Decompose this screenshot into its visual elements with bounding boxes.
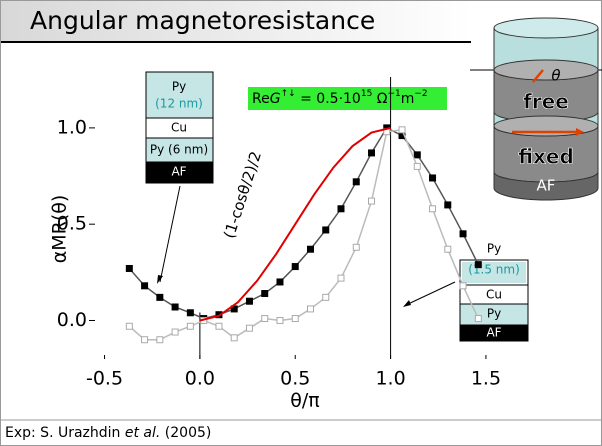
theta-label: θ (551, 67, 560, 85)
slide: Angular magnetoresistance θ free fixed A… (0, 0, 602, 446)
slide-title: Angular magnetoresistance (30, 6, 375, 35)
data-point (157, 294, 163, 300)
data-point (369, 150, 375, 156)
data-point (277, 317, 283, 323)
data-point (414, 163, 420, 169)
formula: ReG↑↓ = 0.5·1015 Ω−1m−2 (252, 89, 428, 108)
data-point (475, 262, 481, 268)
data-point (157, 337, 163, 343)
data-point (126, 265, 132, 271)
y-tick-label: 0.0 (57, 309, 87, 331)
layer-label: Py (172, 80, 186, 94)
data-point (292, 316, 298, 322)
data-point (430, 206, 436, 212)
x-axis-label: θ/π (290, 390, 319, 412)
data-point (399, 127, 405, 133)
data-point (142, 283, 148, 289)
data-point (262, 291, 268, 297)
x-tick-label: -0.5 (86, 368, 123, 390)
data-point (353, 244, 359, 250)
fixed-label: fixed (518, 145, 574, 169)
layer-label: Cu (171, 121, 187, 135)
layer-label: AF (486, 326, 501, 340)
layer-label: Py (6 nm) (150, 143, 208, 157)
layer-label: Cu (486, 288, 502, 302)
data-point (475, 316, 481, 322)
footer: Exp: S. Urazhdin et al. (2005) (5, 425, 211, 441)
layer-label: Py (487, 242, 501, 256)
y-axis-label: αMR(θ) (49, 195, 71, 264)
x-tick-label: 0.0 (185, 368, 215, 390)
data-point (142, 337, 148, 343)
data-point (323, 294, 329, 300)
data-point (338, 206, 344, 212)
data-point (187, 323, 193, 329)
data-point (307, 246, 313, 252)
y-tick-label: 1.0 (57, 116, 87, 138)
data-point (323, 227, 329, 233)
af-label: AF (537, 177, 556, 195)
data-point (277, 279, 283, 285)
data-point (216, 323, 222, 329)
data-point (414, 152, 420, 158)
data-point (172, 329, 178, 335)
layer-label: Py (487, 307, 501, 321)
data-point (126, 323, 132, 329)
data-point (430, 175, 436, 181)
data-point (460, 283, 466, 289)
data-point (445, 202, 451, 208)
free-label: free (523, 90, 569, 114)
data-point (246, 298, 252, 304)
x-tick-label: 0.5 (280, 368, 310, 390)
data-point (369, 198, 375, 204)
x-tick-label: 1.0 (375, 368, 405, 390)
data-point (353, 179, 359, 185)
data-point (262, 316, 268, 322)
data-point (307, 306, 313, 312)
data-point (187, 310, 193, 316)
layer-label: AF (171, 165, 186, 179)
data-point (338, 275, 344, 281)
data-point (460, 231, 466, 237)
data-point (246, 325, 252, 331)
data-point (172, 304, 178, 310)
data-point (445, 246, 451, 252)
data-point (292, 264, 298, 270)
data-point (231, 335, 237, 341)
x-tick-label: 1.5 (471, 368, 501, 390)
layer-thickness: (12 nm) (155, 97, 203, 111)
